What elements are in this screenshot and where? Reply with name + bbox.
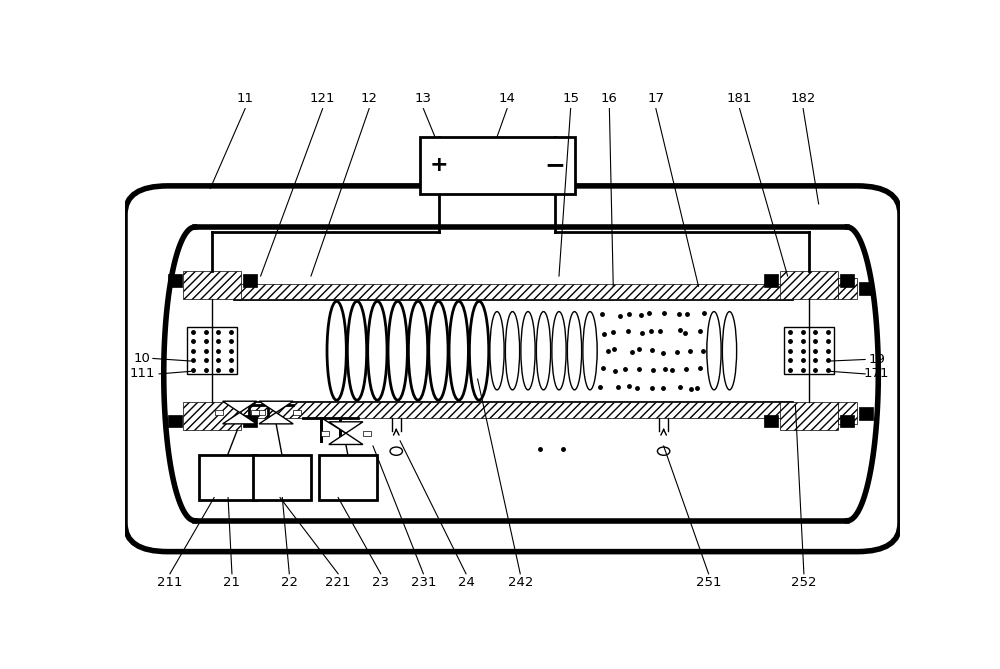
Text: 19: 19 [868,353,885,366]
Bar [859,282,873,294]
Ellipse shape [449,301,468,400]
Text: 23: 23 [372,576,389,589]
Bar [168,415,182,427]
Text: 221: 221 [325,576,351,589]
Ellipse shape [469,301,489,400]
Text: 15: 15 [562,92,579,105]
Ellipse shape [691,312,706,390]
FancyBboxPatch shape [125,186,900,552]
Text: 12: 12 [361,92,378,105]
Text: 182: 182 [790,92,816,105]
Bar [784,327,834,375]
Text: 211: 211 [157,576,183,589]
Ellipse shape [388,301,407,400]
Text: 111: 111 [129,367,155,381]
Text: 14: 14 [499,92,516,105]
Bar [187,327,237,375]
Bar [838,402,857,424]
Ellipse shape [552,312,566,390]
Bar [253,455,311,500]
Bar [840,415,854,427]
Bar [234,402,792,417]
Bar [199,455,257,500]
Polygon shape [223,401,257,413]
Text: 252: 252 [791,576,817,589]
Bar [243,415,257,427]
Polygon shape [329,433,363,444]
Bar [420,137,574,193]
Bar [168,274,182,287]
Bar [251,410,259,415]
Bar [257,410,264,415]
Bar [183,272,241,299]
Ellipse shape [676,312,690,390]
Text: 13: 13 [415,92,432,105]
Ellipse shape [660,312,675,390]
Polygon shape [259,413,293,424]
Ellipse shape [408,301,428,400]
Bar [363,431,371,436]
Bar [293,410,301,415]
Text: 22: 22 [281,576,298,589]
Bar [859,407,873,419]
Text: 171: 171 [864,367,890,381]
Bar [321,431,329,436]
Text: 242: 242 [508,576,533,589]
Ellipse shape [629,312,644,390]
Text: 231: 231 [411,576,436,589]
Polygon shape [223,413,257,424]
Ellipse shape [645,312,659,390]
Bar [319,455,377,500]
Text: +: + [430,155,448,175]
Ellipse shape [490,312,504,390]
Text: 251: 251 [696,576,721,589]
Ellipse shape [567,312,582,390]
Ellipse shape [368,301,387,400]
Text: 181: 181 [727,92,752,105]
Text: 11: 11 [237,92,254,105]
Ellipse shape [598,312,613,390]
Polygon shape [329,422,363,433]
Text: 16: 16 [601,92,618,105]
Ellipse shape [707,312,721,390]
Circle shape [390,447,402,456]
Bar [215,410,223,415]
Bar [764,415,778,427]
Ellipse shape [505,312,520,390]
Ellipse shape [583,312,597,390]
Bar [234,284,792,299]
Bar [598,304,706,397]
Circle shape [657,447,670,456]
Text: 10: 10 [134,352,150,365]
Ellipse shape [521,312,535,390]
Bar [780,272,838,299]
Ellipse shape [536,312,551,390]
Ellipse shape [327,301,346,400]
Text: 121: 121 [310,92,335,105]
Bar [764,274,778,287]
Bar [183,402,241,430]
Text: 17: 17 [647,92,664,105]
Bar [838,278,857,299]
Ellipse shape [722,312,737,390]
Text: 24: 24 [458,576,474,589]
Bar [780,402,838,430]
Ellipse shape [429,301,448,400]
Ellipse shape [347,301,367,400]
Bar [840,274,854,287]
Polygon shape [259,401,293,413]
Ellipse shape [614,312,628,390]
Text: 21: 21 [223,576,240,589]
Text: −: − [545,153,566,177]
Bar [243,274,257,287]
